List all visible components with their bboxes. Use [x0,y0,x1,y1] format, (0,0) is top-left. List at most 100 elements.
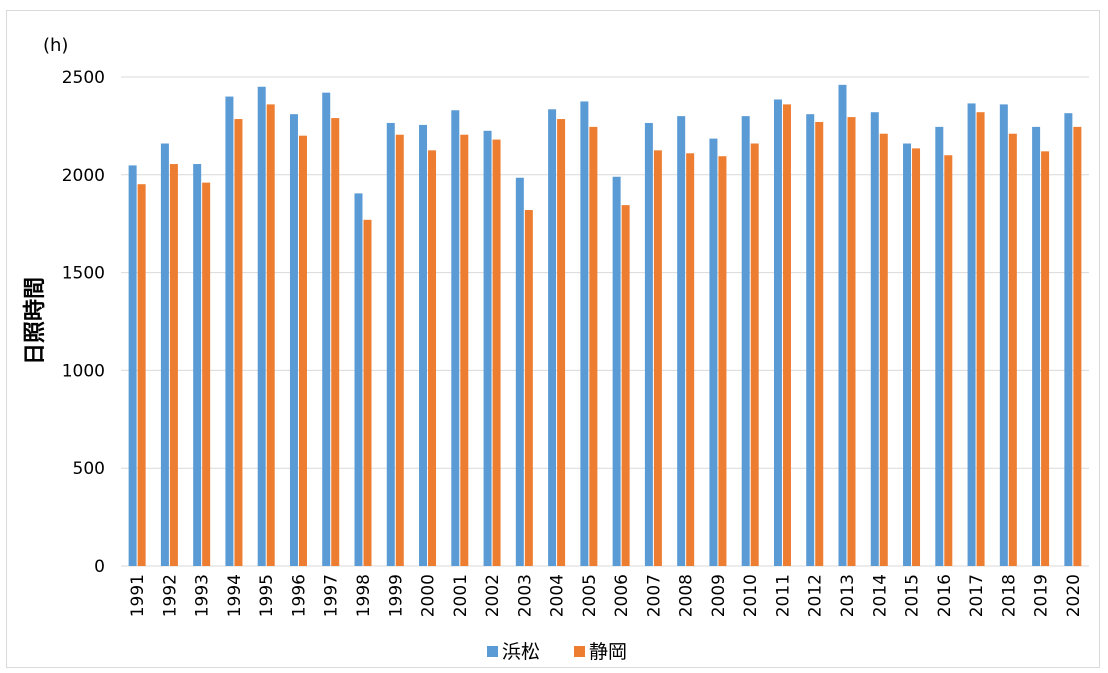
legend-swatch-hamamatsu [487,646,498,657]
unit-label: (h) [43,35,68,56]
bar-hamamatsu-2015 [903,143,912,566]
bar-shizuoka-2004 [557,119,566,566]
bar-shizuoka-2008 [686,153,695,566]
x-tick-labels: 1991 1992 1993 1994 1995 1996 1997 1998 1999 2000… [128,574,1084,617]
x-tick-label: 1996 [289,574,309,617]
bar-hamamatsu-2017 [967,103,976,566]
x-tick-label: 2006 [612,574,632,617]
bar-hamamatsu-2001 [451,110,460,566]
bar-shizuoka-2020 [1073,126,1082,567]
x-tick-label: 2003 [515,574,535,617]
bar-hamamatsu-2007 [644,122,653,566]
bar-hamamatsu-2020 [1064,113,1073,566]
bar-shizuoka-1996 [298,135,307,566]
x-tick-label: 2002 [483,574,503,617]
bar-shizuoka-2017 [976,112,985,566]
bar-hamamatsu-2005 [580,101,589,566]
bar-shizuoka-2014 [879,133,888,566]
x-tick-label: 2004 [548,574,568,617]
bar-hamamatsu-2004 [548,109,557,567]
bar-shizuoka-1993 [202,182,211,566]
bar-hamamatsu-1995 [257,86,266,566]
bar-hamamatsu-1999 [386,122,395,566]
gridlines [121,76,1089,567]
bar-shizuoka-1994 [234,119,243,566]
bar-shizuoka-2012 [815,121,824,566]
bar-shizuoka-2006 [621,205,630,567]
bar-hamamatsu-2018 [999,104,1008,566]
bar-shizuoka-2005 [589,126,598,567]
x-tick-label: 2019 [1032,574,1052,617]
y-tick-label: 2000 [62,166,105,186]
bar-shizuoka-2010 [750,143,759,566]
legend-swatch-shizuoka [574,646,585,657]
bar-hamamatsu-1992 [160,143,169,566]
x-tick-label: 2001 [451,574,471,617]
bar-shizuoka-2015 [912,148,921,567]
x-tick-label: 1997 [322,574,342,617]
bar-hamamatsu-2011 [773,99,782,566]
x-tick-label: 2009 [709,574,729,617]
bar-shizuoka-2019 [1041,151,1050,566]
x-tick-label: 2018 [999,574,1019,617]
x-tick-label: 1992 [160,574,180,617]
bar-hamamatsu-1993 [193,164,202,567]
bar-shizuoka-2018 [1008,133,1017,566]
bar-shizuoka-1998 [363,219,372,566]
x-tick-label: 2007 [644,574,664,617]
chart-frame: 0 500 1000 1500 2000 2500 1991 1992 1993 1994 199… [6,10,1100,668]
y-tick-label: 2500 [62,68,105,88]
bar-shizuoka-1995 [266,104,275,566]
bar-hamamatsu-2016 [935,126,944,567]
x-tick-label: 2011 [773,574,793,617]
x-tick-label: 2008 [677,574,697,617]
y-tick-label: 1500 [62,264,105,284]
bar-shizuoka-2009 [718,156,727,566]
bar-hamamatsu-1998 [354,193,363,566]
bar-hamamatsu-2014 [870,112,879,566]
y-axis-label: 日照時間 [23,277,48,365]
bar-hamamatsu-1994 [225,96,234,566]
bar-hamamatsu-2019 [1032,126,1041,567]
bar-shizuoka-1999 [395,134,404,566]
y-tick-label: 0 [94,557,105,577]
x-tick-label: 2015 [903,574,923,617]
bar-hamamatsu-2010 [741,116,750,567]
bar-hamamatsu-2002 [483,130,492,566]
bar-shizuoka-2013 [847,117,856,567]
bar-hamamatsu-1997 [322,92,331,566]
y-tick-label: 1000 [62,361,105,381]
bar-shizuoka-1991 [137,184,146,567]
x-tick-label: 2005 [580,574,600,617]
bar-hamamatsu-2008 [677,116,686,567]
bar-hamamatsu-2000 [419,124,428,566]
legend: 浜松 静岡 [487,641,627,663]
bar-shizuoka-2000 [428,150,437,566]
x-tick-label: 2016 [935,574,955,617]
x-tick-label: 2010 [741,574,761,617]
y-tick-label: 500 [73,459,105,479]
bar-hamamatsu-2009 [709,138,718,566]
x-tick-label: 2012 [806,574,826,617]
sunshine-hours-bar-chart: 0 500 1000 1500 2000 2500 1991 1992 1993 1994 199… [23,35,1089,663]
bar-shizuoka-2011 [782,104,791,566]
bar-hamamatsu-1991 [128,165,137,566]
x-tick-label: 1991 [128,574,148,617]
x-tick-label: 2000 [419,574,439,617]
bars [128,84,1082,567]
bar-hamamatsu-1996 [289,114,298,566]
y-tick-labels: 0 500 1000 1500 2000 2500 [62,68,105,577]
x-tick-label: 2013 [838,574,858,617]
x-tick-label: 1998 [354,574,374,617]
bar-hamamatsu-2012 [806,114,815,566]
bar-shizuoka-2016 [944,155,953,567]
bar-shizuoka-2002 [492,139,501,567]
x-tick-label: 1999 [386,574,406,617]
x-tick-label: 1994 [225,574,245,617]
x-tick-label: 2017 [967,574,987,617]
x-tick-label: 2014 [870,574,890,617]
bar-hamamatsu-2006 [612,176,621,567]
bar-hamamatsu-2003 [515,177,524,566]
x-tick-label: 1993 [193,574,213,617]
bar-shizuoka-1992 [169,164,178,567]
